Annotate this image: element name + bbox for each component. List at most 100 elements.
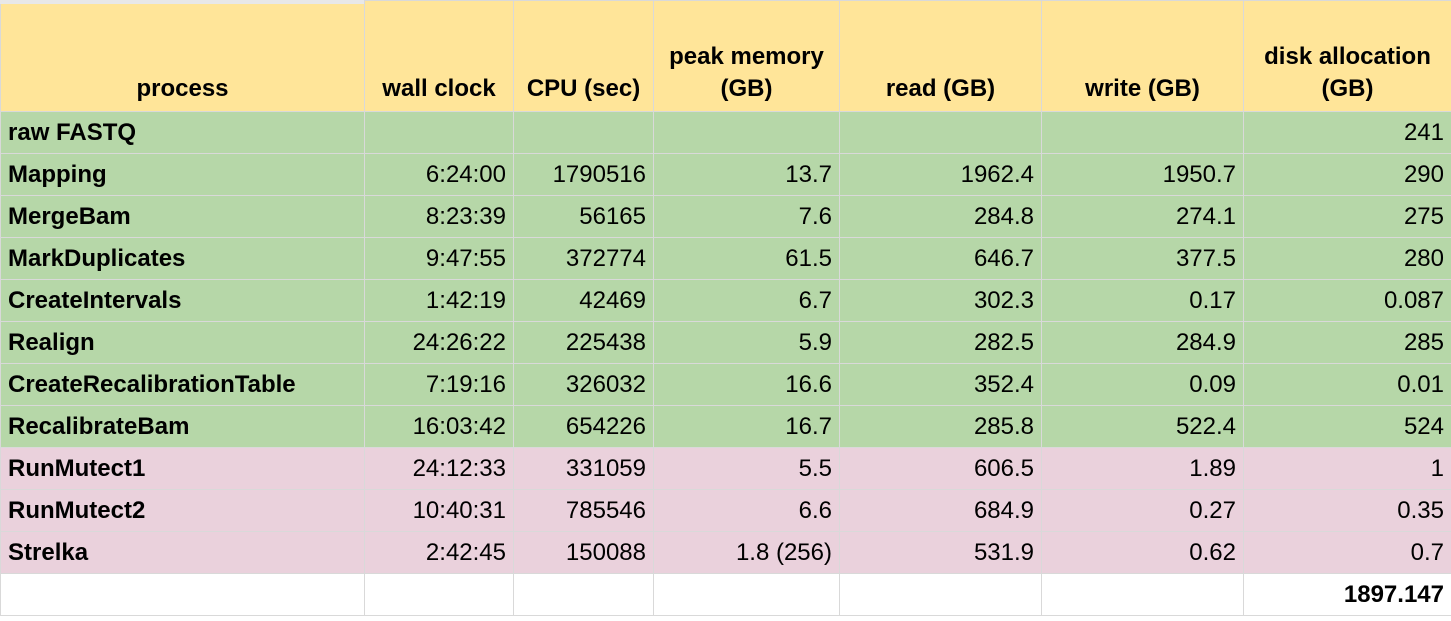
header-write[interactable]: write (GB)	[1041, 0, 1244, 112]
cell-process[interactable]: CreateIntervals	[0, 279, 365, 322]
cell-wall-clock[interactable]: 8:23:39	[364, 195, 514, 238]
table-row: Mapping 6:24:00 1790516 13.7 1962.4 1950.7 290	[0, 153, 1451, 196]
cell-process[interactable]: Realign	[0, 321, 365, 364]
cell-read[interactable]: 302.3	[839, 279, 1042, 322]
cell-read[interactable]	[839, 111, 1042, 154]
table-row: CreateIntervals 1:42:19 42469 6.7 302.3 0.17 0…	[0, 279, 1451, 322]
cell-write[interactable]: 0.09	[1041, 363, 1244, 406]
cell-read[interactable]: 606.5	[839, 447, 1042, 490]
cell-write[interactable]	[1041, 111, 1244, 154]
cell-peak-memory[interactable]: 5.5	[653, 447, 840, 490]
cell-process[interactable]: Mapping	[0, 153, 365, 196]
table-row: MergeBam 8:23:39 56165 7.6 284.8 274.1 275	[0, 195, 1451, 238]
total-cell-empty[interactable]	[0, 573, 365, 616]
table-row: Strelka 2:42:45 150088 1.8 (256) 531.9 0.62 0.…	[0, 531, 1451, 574]
cell-peak-memory[interactable]: 16.7	[653, 405, 840, 448]
cell-read[interactable]: 285.8	[839, 405, 1042, 448]
cell-peak-memory[interactable]	[653, 111, 840, 154]
cell-wall-clock[interactable]	[364, 111, 514, 154]
cell-disk-allocation[interactable]: 0.35	[1243, 489, 1451, 532]
cell-wall-clock[interactable]: 16:03:42	[364, 405, 514, 448]
header-wall-clock[interactable]: wall clock	[364, 0, 514, 112]
cell-wall-clock[interactable]: 7:19:16	[364, 363, 514, 406]
header-cpu[interactable]: CPU (sec)	[513, 0, 654, 112]
cell-wall-clock[interactable]: 10:40:31	[364, 489, 514, 532]
cell-process[interactable]: raw FASTQ	[0, 111, 365, 154]
cell-write[interactable]: 522.4	[1041, 405, 1244, 448]
cell-write[interactable]: 0.62	[1041, 531, 1244, 574]
cell-disk-allocation[interactable]: 280	[1243, 237, 1451, 280]
cell-peak-memory[interactable]: 6.7	[653, 279, 840, 322]
cell-read[interactable]: 284.8	[839, 195, 1042, 238]
cell-cpu[interactable]: 785546	[513, 489, 654, 532]
cell-process[interactable]: Strelka	[0, 531, 365, 574]
cell-disk-allocation[interactable]: 275	[1243, 195, 1451, 238]
table-body: raw FASTQ 241 Mapping 6:24:00 1790516 13.7 196…	[0, 111, 1451, 574]
cell-disk-allocation[interactable]: 0.01	[1243, 363, 1451, 406]
cell-cpu[interactable]: 372774	[513, 237, 654, 280]
cell-disk-allocation[interactable]: 0.087	[1243, 279, 1451, 322]
frozen-row-indicator	[0, 0, 364, 4]
header-peak-memory[interactable]: peak memory (GB)	[653, 0, 840, 112]
cell-peak-memory[interactable]: 16.6	[653, 363, 840, 406]
cell-peak-memory[interactable]: 6.6	[653, 489, 840, 532]
cell-cpu[interactable]: 331059	[513, 447, 654, 490]
cell-peak-memory[interactable]: 1.8 (256)	[653, 531, 840, 574]
total-cell-empty[interactable]	[1041, 573, 1244, 616]
cell-disk-allocation[interactable]: 524	[1243, 405, 1451, 448]
cell-cpu[interactable]: 225438	[513, 321, 654, 364]
cell-disk-allocation[interactable]: 241	[1243, 111, 1451, 154]
cell-cpu[interactable]: 1790516	[513, 153, 654, 196]
cell-disk-allocation[interactable]: 290	[1243, 153, 1451, 196]
cell-write[interactable]: 0.17	[1041, 279, 1244, 322]
total-row: 1897.147	[0, 573, 1451, 616]
cell-process[interactable]: CreateRecalibrationTable	[0, 363, 365, 406]
total-cell-empty[interactable]	[653, 573, 840, 616]
table-row: MarkDuplicates 9:47:55 372774 61.5 646.7 377.…	[0, 237, 1451, 280]
cell-read[interactable]: 531.9	[839, 531, 1042, 574]
cell-cpu[interactable]: 150088	[513, 531, 654, 574]
cell-write[interactable]: 274.1	[1041, 195, 1244, 238]
cell-disk-allocation[interactable]: 1	[1243, 447, 1451, 490]
cell-disk-allocation[interactable]: 285	[1243, 321, 1451, 364]
header-process[interactable]: process	[0, 0, 365, 112]
cell-wall-clock[interactable]: 2:42:45	[364, 531, 514, 574]
table-row: Realign 24:26:22 225438 5.9 282.5 284.9 285	[0, 321, 1451, 364]
total-cell-empty[interactable]	[839, 573, 1042, 616]
cell-process[interactable]: RunMutect1	[0, 447, 365, 490]
cell-cpu[interactable]: 326032	[513, 363, 654, 406]
cell-peak-memory[interactable]: 13.7	[653, 153, 840, 196]
cell-cpu[interactable]	[513, 111, 654, 154]
cell-read[interactable]: 282.5	[839, 321, 1042, 364]
header-disk-allocation[interactable]: disk allocation (GB)	[1243, 0, 1451, 112]
total-disk-allocation[interactable]: 1897.147	[1243, 573, 1451, 616]
cell-write[interactable]: 284.9	[1041, 321, 1244, 364]
cell-cpu[interactable]: 56165	[513, 195, 654, 238]
cell-disk-allocation[interactable]: 0.7	[1243, 531, 1451, 574]
cell-peak-memory[interactable]: 7.6	[653, 195, 840, 238]
cell-process[interactable]: MergeBam	[0, 195, 365, 238]
cell-process[interactable]: RunMutect2	[0, 489, 365, 532]
cell-peak-memory[interactable]: 5.9	[653, 321, 840, 364]
cell-cpu[interactable]: 42469	[513, 279, 654, 322]
cell-read[interactable]: 352.4	[839, 363, 1042, 406]
cell-write[interactable]: 0.27	[1041, 489, 1244, 532]
cell-read[interactable]: 1962.4	[839, 153, 1042, 196]
cell-wall-clock[interactable]: 24:26:22	[364, 321, 514, 364]
cell-read[interactable]: 646.7	[839, 237, 1042, 280]
cell-wall-clock[interactable]: 1:42:19	[364, 279, 514, 322]
cell-write[interactable]: 377.5	[1041, 237, 1244, 280]
header-read[interactable]: read (GB)	[839, 0, 1042, 112]
cell-write[interactable]: 1.89	[1041, 447, 1244, 490]
cell-read[interactable]: 684.9	[839, 489, 1042, 532]
cell-wall-clock[interactable]: 9:47:55	[364, 237, 514, 280]
cell-peak-memory[interactable]: 61.5	[653, 237, 840, 280]
cell-cpu[interactable]: 654226	[513, 405, 654, 448]
cell-process[interactable]: RecalibrateBam	[0, 405, 365, 448]
cell-wall-clock[interactable]: 24:12:33	[364, 447, 514, 490]
cell-process[interactable]: MarkDuplicates	[0, 237, 365, 280]
cell-wall-clock[interactable]: 6:24:00	[364, 153, 514, 196]
total-cell-empty[interactable]	[513, 573, 654, 616]
cell-write[interactable]: 1950.7	[1041, 153, 1244, 196]
total-cell-empty[interactable]	[364, 573, 514, 616]
